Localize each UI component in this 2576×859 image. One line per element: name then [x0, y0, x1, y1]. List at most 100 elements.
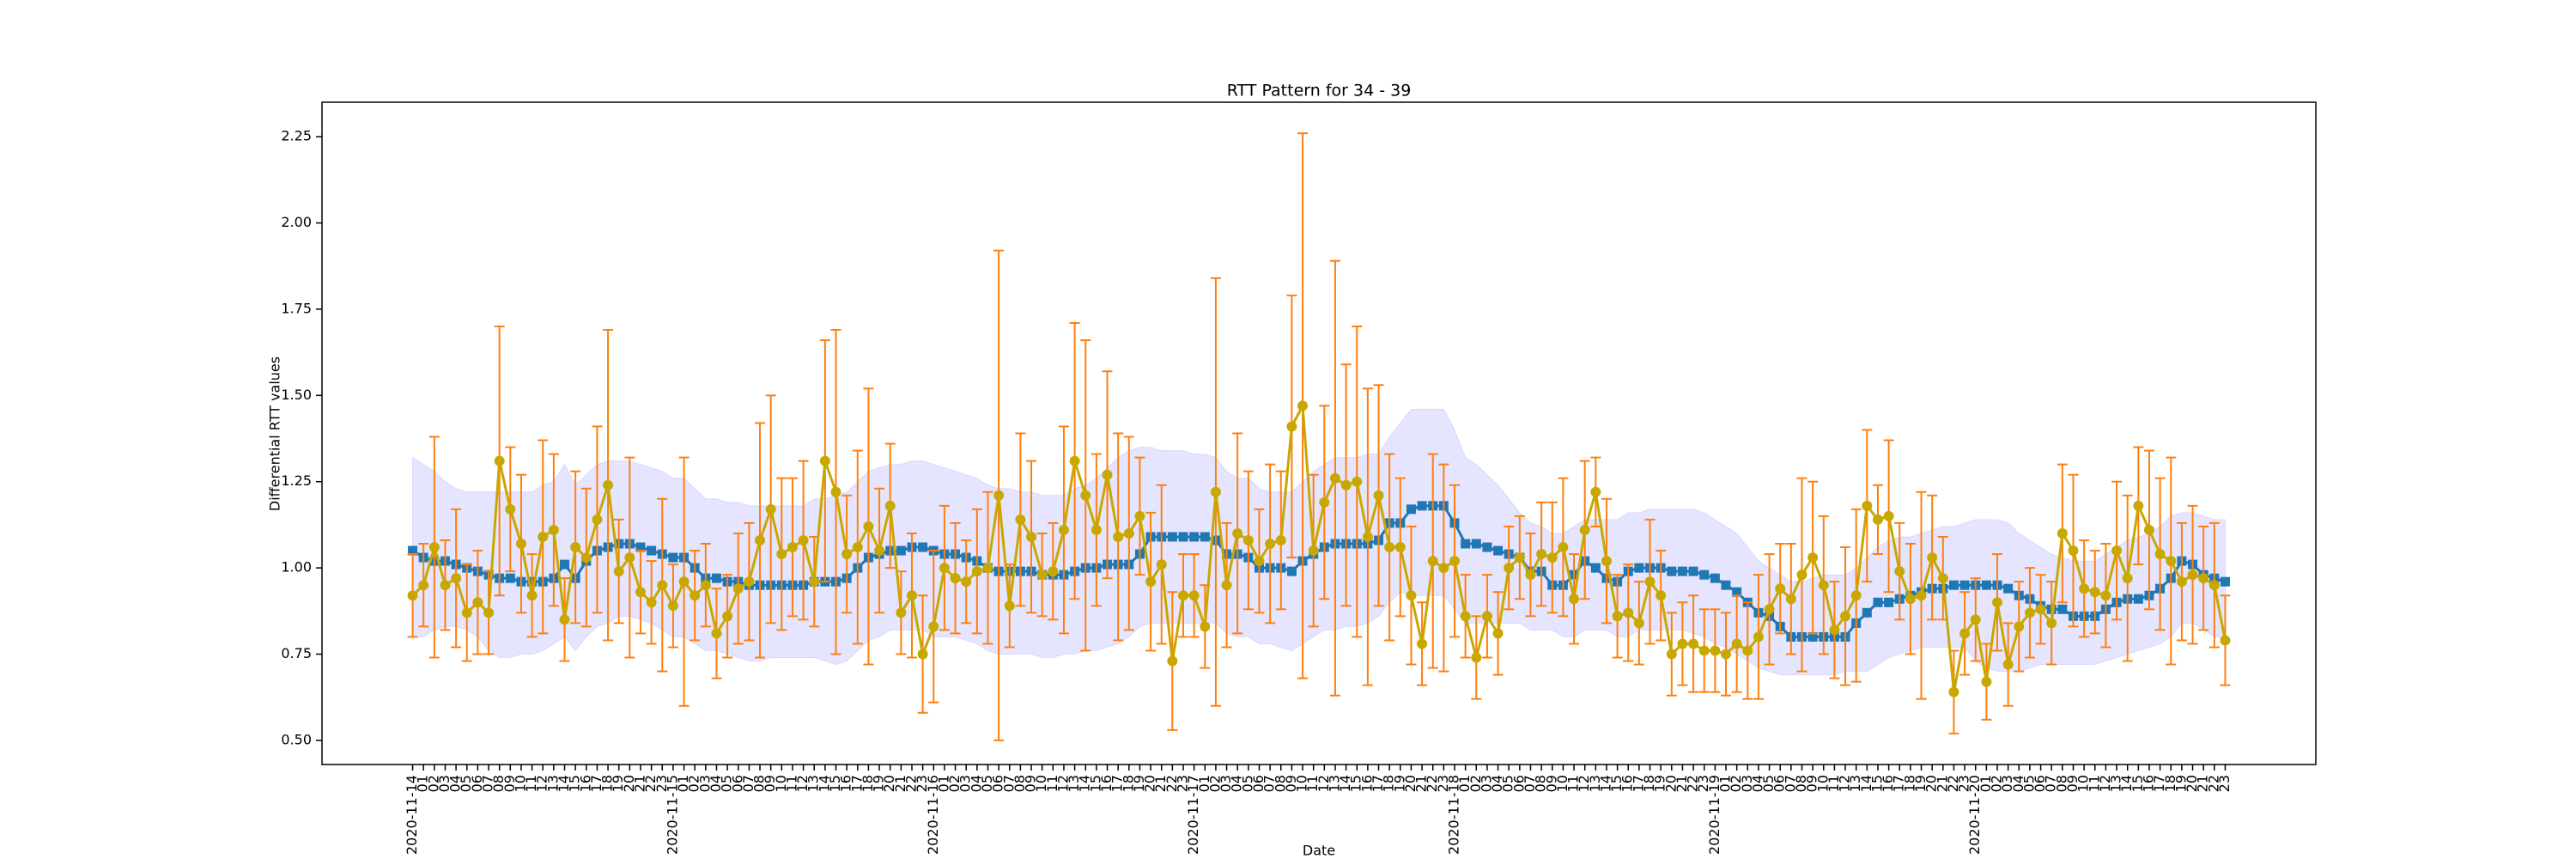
marker: [1981, 676, 1992, 687]
x-tick-label: 13: [805, 775, 822, 792]
marker: [1004, 600, 1015, 612]
marker: [515, 539, 526, 549]
marker: [744, 576, 755, 588]
x-tick-label: 04: [968, 775, 984, 792]
x-tick-label: 20: [1402, 775, 1419, 792]
marker: [1514, 552, 1525, 564]
x-tick-label: 20: [1923, 775, 1940, 792]
x-tick-label: 2020-11-18: [1446, 775, 1462, 855]
marker: [1612, 611, 1623, 622]
marker: [1656, 590, 1667, 601]
marker: [1352, 476, 1363, 487]
x-tick-label: 23: [1435, 775, 1451, 792]
x-tick-label: 13: [2108, 775, 2124, 792]
x-tick-label: 14: [1077, 775, 1093, 792]
x-tick-label: 15: [1868, 775, 1885, 792]
x-tick-label: 13: [1066, 775, 1082, 792]
x-tick-label: 18: [1641, 775, 1657, 792]
x-tick-label: 18: [860, 775, 876, 792]
marker: [1764, 604, 1775, 615]
marker: [993, 490, 1005, 501]
marker: [690, 590, 701, 601]
marker: [1460, 611, 1471, 622]
marker: [1394, 542, 1406, 553]
marker: [1232, 527, 1243, 539]
x-tick-label: 20: [1142, 775, 1158, 792]
marker: [1992, 597, 2003, 608]
marker: [2068, 545, 2079, 557]
x-tick-label: 02: [425, 775, 441, 792]
x-tick-label: 06: [1771, 775, 1788, 792]
marker: [1884, 597, 1894, 607]
x-tick-label: 03: [436, 775, 453, 792]
x-tick-label: 14: [1858, 775, 1874, 792]
x-tick-label: 23: [2216, 775, 2233, 792]
marker: [776, 549, 787, 560]
x-tick-label: 13: [544, 775, 561, 792]
marker: [2100, 590, 2111, 601]
x-tick-label: 10: [1554, 775, 1571, 792]
x-tick-label: 09: [762, 775, 778, 792]
x-tick-label: 09: [1543, 775, 1559, 792]
marker: [2079, 583, 2090, 594]
x-tick-label: 01: [1456, 775, 1473, 792]
marker: [2133, 594, 2143, 604]
marker: [722, 611, 733, 622]
x-tick-label: 12: [1837, 775, 1853, 792]
x-tick-label: 15: [827, 775, 843, 792]
marker: [1688, 638, 1699, 649]
x-tick-label: 04: [1229, 775, 1245, 792]
marker: [657, 580, 668, 591]
marker: [1677, 566, 1687, 576]
x-tick-label: 16: [838, 775, 854, 792]
marker: [1362, 531, 1373, 542]
marker: [755, 534, 766, 545]
marker: [1286, 566, 1297, 576]
marker: [580, 552, 592, 564]
x-tick-label: 19: [2172, 775, 2189, 792]
marker: [538, 531, 549, 542]
marker: [1254, 556, 1265, 567]
marker: [1481, 611, 1492, 622]
marker: [1699, 570, 1710, 580]
marker: [1905, 594, 1916, 605]
marker: [1036, 570, 1048, 581]
x-tick-label: 22: [1685, 775, 1701, 792]
x-tick-label: 14: [816, 775, 832, 792]
x-tick-label: 15: [567, 775, 583, 792]
x-tick-label: 19: [1131, 775, 1147, 792]
marker: [1319, 497, 1330, 508]
x-tick-label: 15: [1087, 775, 1103, 792]
marker: [1862, 607, 1872, 618]
marker: [451, 573, 462, 584]
x-tick-label: 22: [1424, 775, 1440, 792]
marker: [1807, 552, 1819, 564]
marker: [1753, 631, 1764, 643]
marker: [668, 552, 678, 563]
x-tick-label: 19: [1912, 775, 1929, 792]
x-tick-label: 05: [1500, 775, 1516, 792]
marker: [1493, 545, 1504, 556]
x-tick-label: 16: [1098, 775, 1115, 792]
x-tick-label: 15: [2129, 775, 2146, 792]
x-tick-label: 13: [1847, 775, 1863, 792]
marker: [1167, 655, 1178, 667]
y-tick-label: 1.25: [281, 472, 312, 489]
marker: [1406, 504, 1416, 515]
marker: [1177, 590, 1188, 601]
marker: [407, 590, 418, 601]
x-tick-label: 12: [2097, 775, 2113, 792]
x-tick-label: 09: [1023, 775, 1039, 792]
x-tick-label: 2020-11-19: [1706, 775, 1722, 855]
x-tick-label: 10: [512, 775, 528, 792]
marker: [548, 524, 559, 535]
x-tick-label: 02: [1989, 775, 2005, 792]
marker: [1221, 580, 1232, 591]
x-tick-label: 07: [1261, 775, 1278, 792]
marker: [1937, 573, 1948, 584]
y-tick-label: 1.75: [281, 300, 312, 316]
marker: [526, 590, 538, 601]
marker: [1188, 590, 1200, 601]
marker: [1525, 570, 1536, 581]
x-tick-label: 06: [2032, 775, 2048, 792]
